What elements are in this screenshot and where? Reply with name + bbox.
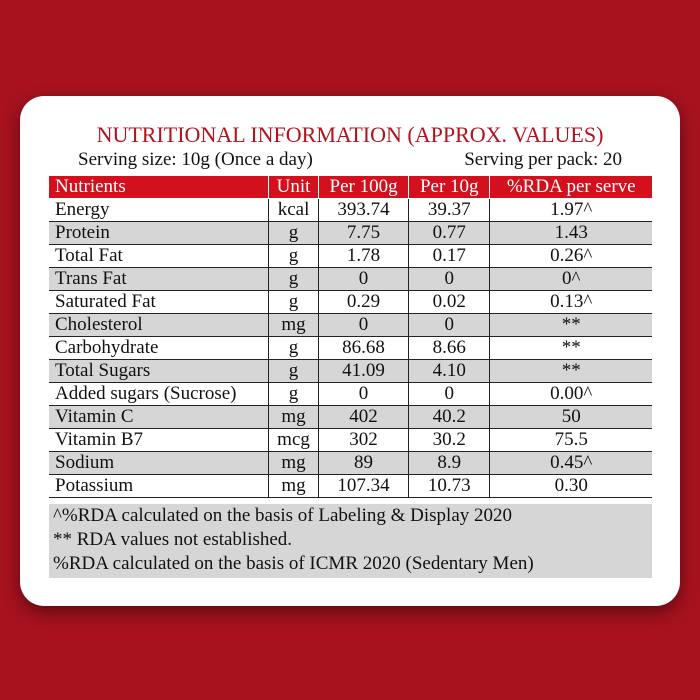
- unit-cell: g: [268, 244, 320, 268]
- per-10g-cell: 39.37: [408, 198, 491, 222]
- rda-value-cell: 75.5: [489, 428, 652, 452]
- table-row: Cholesterol mg 0 0 **: [49, 313, 652, 337]
- unit-cell: mg: [268, 451, 320, 475]
- unit-cell: g: [268, 359, 320, 383]
- table-row: Potassium mg 107.34 10.73 0.30: [49, 474, 652, 498]
- table-row: Trans Fat g 0 0 0^: [49, 267, 652, 291]
- per-10g-cell: 8.9: [408, 451, 491, 475]
- rda-value-cell: 0.30: [489, 474, 652, 498]
- per-10g-cell: 4.10: [408, 359, 491, 383]
- serving-per-pack: Serving per pack: 20: [464, 149, 622, 170]
- per-10g-cell: 8.66: [408, 336, 491, 360]
- table-row: Added sugars (Sucrose) g 0 0 0.00^: [49, 382, 652, 406]
- nutrient-name-cell: Vitamin B7: [49, 428, 269, 452]
- per-10g-cell: 0: [408, 267, 491, 291]
- nutrient-name-cell: Carbohydrate: [49, 336, 269, 360]
- footnote-caret: ^%RDA calculated on the basis of Labelin…: [53, 505, 513, 526]
- table-row: Total Sugars g 41.09 4.10 **: [49, 359, 652, 383]
- nutrient-name-cell: Potassium: [49, 474, 269, 498]
- per-100g-cell: 86.68: [318, 336, 409, 360]
- nutrient-name-cell: Vitamin C: [49, 405, 269, 429]
- rda-value-cell: **: [489, 336, 652, 360]
- serving-info: Serving size: 10g (Once a day) Serving p…: [78, 148, 622, 172]
- per-10g-cell: 0: [408, 313, 491, 337]
- footnote-icmr: %RDA calculated on the basis of ICMR 202…: [53, 553, 534, 574]
- table-header-row: Nutrients Unit Per 100g Per 10g %RDA per…: [49, 176, 652, 199]
- unit-cell: kcal: [268, 198, 320, 222]
- header-rda: %RDA per serve: [489, 176, 652, 199]
- unit-cell: g: [268, 221, 320, 245]
- per-100g-cell: 0: [318, 313, 409, 337]
- header-unit: Unit: [268, 176, 320, 199]
- rda-value-cell: 1.43: [489, 221, 652, 245]
- per-10g-cell: 0.17: [408, 244, 491, 268]
- per-100g-cell: 302: [318, 428, 409, 452]
- rda-value-cell: 0.00^: [489, 382, 652, 406]
- table-row: Protein g 7.75 0.77 1.43: [49, 221, 652, 245]
- per-10g-cell: 0: [408, 382, 491, 406]
- unit-cell: mg: [268, 313, 320, 337]
- per-100g-cell: 107.34: [318, 474, 409, 498]
- per-100g-cell: 1.78: [318, 244, 409, 268]
- nutrient-name-cell: Energy: [49, 198, 269, 222]
- serving-size: Serving size: 10g (Once a day): [78, 149, 313, 170]
- rda-value-cell: 0^: [489, 267, 652, 291]
- rda-value-cell: 0.13^: [489, 290, 652, 314]
- rda-value-cell: 50: [489, 405, 652, 429]
- footnotes: ^%RDA calculated on the basis of Labelin…: [49, 504, 652, 578]
- header-nutrients: Nutrients: [49, 176, 269, 199]
- per-10g-cell: 0.77: [408, 221, 491, 245]
- unit-cell: g: [268, 336, 320, 360]
- unit-cell: mg: [268, 474, 320, 498]
- per-10g-cell: 0.02: [408, 290, 491, 314]
- table-row: Vitamin B7 mcg 302 30.2 75.5: [49, 428, 652, 452]
- table-row: Total Fat g 1.78 0.17 0.26^: [49, 244, 652, 268]
- per-100g-cell: 89: [318, 451, 409, 475]
- nutrition-table: Nutrients Unit Per 100g Per 10g %RDA per…: [49, 176, 652, 498]
- nutrient-name-cell: Sodium: [49, 451, 269, 475]
- per-10g-cell: 30.2: [408, 428, 491, 452]
- nutrient-name-cell: Total Sugars: [49, 359, 269, 383]
- nutrient-name-cell: Cholesterol: [49, 313, 269, 337]
- per-10g-cell: 10.73: [408, 474, 491, 498]
- per-100g-cell: 0: [318, 267, 409, 291]
- per-100g-cell: 0.29: [318, 290, 409, 314]
- rda-value-cell: 0.45^: [489, 451, 652, 475]
- rda-value-cell: **: [489, 359, 652, 383]
- rda-value-cell: 0.26^: [489, 244, 652, 268]
- table-row: Sodium mg 89 8.9 0.45^: [49, 451, 652, 475]
- per-10g-cell: 40.2: [408, 405, 491, 429]
- per-100g-cell: 41.09: [318, 359, 409, 383]
- rda-value-cell: **: [489, 313, 652, 337]
- per-100g-cell: 402: [318, 405, 409, 429]
- nutrient-name-cell: Protein: [49, 221, 269, 245]
- footnote-asterisk: ** RDA values not established.: [53, 529, 293, 550]
- unit-cell: g: [268, 290, 320, 314]
- header-per-100g: Per 100g: [318, 176, 409, 199]
- nutrient-name-cell: Trans Fat: [49, 267, 269, 291]
- per-100g-cell: 393.74: [318, 198, 409, 222]
- per-100g-cell: 0: [318, 382, 409, 406]
- nutrient-name-cell: Saturated Fat: [49, 290, 269, 314]
- table-row: Carbohydrate g 86.68 8.66 **: [49, 336, 652, 360]
- label-title: NUTRITIONAL INFORMATION (APPROX. VALUES): [96, 122, 604, 147]
- unit-cell: g: [268, 382, 320, 406]
- nutrient-name-cell: Added sugars (Sucrose): [49, 382, 269, 406]
- per-100g-cell: 7.75: [318, 221, 409, 245]
- header-per-10g: Per 10g: [408, 176, 491, 199]
- rda-value-cell: 1.97^: [489, 198, 652, 222]
- unit-cell: g: [268, 267, 320, 291]
- nutrient-name-cell: Total Fat: [49, 244, 269, 268]
- table-row: Energy kcal 393.74 39.37 1.97^: [49, 198, 652, 222]
- unit-cell: mg: [268, 405, 320, 429]
- table-row: Saturated Fat g 0.29 0.02 0.13^: [49, 290, 652, 314]
- unit-cell: mcg: [268, 428, 320, 452]
